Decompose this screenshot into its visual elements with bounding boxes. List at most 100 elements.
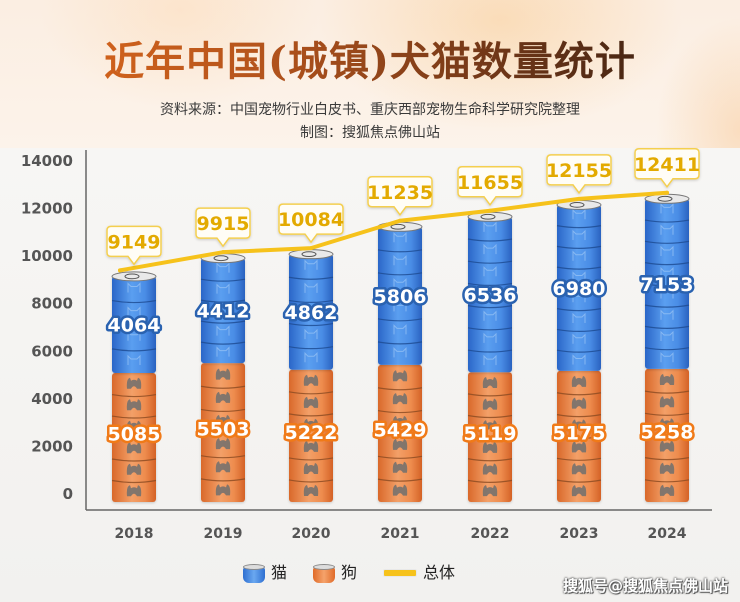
- can-rim: [111, 436, 157, 441]
- dog-face-icon: [303, 374, 319, 386]
- bar-dog-2024-body: [645, 368, 689, 502]
- callout-box: [457, 166, 523, 207]
- dog-face-icon: [303, 440, 319, 452]
- can-rim: [644, 325, 690, 329]
- cat-face-icon: [483, 310, 497, 321]
- can-pull-tab-2022: [480, 213, 496, 220]
- dog-face-icon: [571, 441, 587, 453]
- callout-box: [106, 225, 162, 266]
- dog-face-icon: [571, 397, 587, 409]
- can-rim: [644, 479, 690, 483]
- can-rim: [377, 432, 423, 437]
- cat-face-icon: [483, 221, 497, 232]
- cat-face-icon: [483, 354, 497, 366]
- dog-face-icon: [659, 396, 675, 408]
- dog-face-icon: [392, 461, 408, 473]
- cat-value-label: 5806: [374, 286, 427, 308]
- dog-face-icon: [126, 442, 142, 454]
- can-rim: [288, 346, 334, 350]
- total-callout-2023: 12155: [546, 154, 612, 195]
- can-rim: [111, 479, 157, 484]
- watermark: 搜狐号@搜狐焦点佛山站: [562, 577, 728, 595]
- bar-dog-2022-body: [468, 372, 512, 502]
- y-tick-label: 6000: [31, 342, 73, 360]
- dog-face-icon: [126, 463, 142, 475]
- can-rim: [467, 260, 513, 264]
- cat-face-icon: [483, 288, 497, 299]
- total-line-layer: [118, 190, 669, 273]
- can-rim: [556, 308, 602, 312]
- cat-face-icon: [393, 232, 407, 243]
- callout-box: [278, 203, 344, 244]
- can-rim: [288, 299, 334, 304]
- dog-face-icon: [303, 484, 319, 496]
- can-rim: [467, 282, 513, 287]
- can-rim: [111, 458, 157, 462]
- cat-face-icon: [572, 312, 586, 324]
- can-rim: [556, 266, 602, 270]
- dog-value-label: 5258: [641, 421, 694, 443]
- bar-dog-2018-body: [112, 373, 156, 502]
- can-rim: [288, 391, 334, 395]
- cat-face-icon: [572, 354, 586, 365]
- total-value-label: 9915: [197, 213, 250, 235]
- y-tick-label: 4000: [31, 390, 73, 408]
- dog-face-icon: [392, 484, 408, 496]
- cat-face-icon: [216, 283, 230, 294]
- cat-face-icon: [127, 306, 141, 317]
- dog-face-icon: [482, 441, 498, 453]
- cat-face-icon: [572, 209, 586, 220]
- can-rim: [200, 299, 246, 303]
- cat-face-icon: [660, 203, 674, 214]
- y-tick-label: 0: [63, 485, 73, 503]
- can-rim: [377, 249, 423, 253]
- can-rim: [556, 479, 602, 483]
- y-tick-label: 8000: [31, 295, 73, 313]
- total-point: [221, 250, 225, 255]
- dog-face-icon: [126, 485, 142, 497]
- total-point: [398, 218, 402, 223]
- cat-face-icon: [127, 354, 141, 365]
- can-rim: [288, 457, 334, 461]
- dog-face-icon: [126, 399, 142, 411]
- total-value-label: 9149: [108, 231, 161, 253]
- cat-face-icon: [660, 267, 674, 278]
- total-value-label: 10084: [278, 209, 344, 231]
- can-rim: [556, 245, 602, 249]
- can-rim: [467, 393, 513, 397]
- total-value-label: 11655: [457, 172, 523, 194]
- cat-face-icon: [304, 305, 318, 316]
- cat-face-icon: [660, 352, 674, 363]
- can-rim: [467, 414, 513, 419]
- cat-face-icon: [127, 282, 141, 293]
- cat-value-label: 4412: [197, 301, 250, 323]
- bar-cat-2018-body: [112, 276, 156, 374]
- can-pull-tab-2024: [657, 195, 673, 202]
- cat-face-icon: [304, 259, 318, 270]
- dog-face-icon: [215, 461, 231, 473]
- total-callout-2024: 12411: [634, 148, 700, 189]
- can-rim: [288, 276, 334, 280]
- dog-face-icon: [126, 420, 142, 432]
- can-rim: [467, 305, 513, 309]
- total-value-label: 12411: [634, 154, 700, 176]
- can-rim: [288, 435, 334, 439]
- dog-face-icon: [482, 398, 498, 410]
- can-rim: [377, 341, 423, 345]
- x-tick-label: 2018: [115, 526, 154, 542]
- total-point: [488, 208, 492, 213]
- can-rim: [467, 238, 513, 242]
- can-rim: [467, 436, 513, 440]
- dog-face-icon: [659, 440, 675, 452]
- can-rim: [556, 435, 602, 440]
- cat-face-icon: [572, 333, 586, 344]
- dog-face-icon: [303, 418, 319, 430]
- bar-cat-2023-body: [557, 204, 601, 371]
- can-pull-tab-2021: [390, 223, 406, 230]
- cat-value-label: 4064: [108, 315, 161, 337]
- dog-face-icon: [482, 463, 498, 475]
- can-rim: [111, 299, 157, 304]
- cat-face-icon: [660, 224, 674, 235]
- dog-value-label: 5503: [197, 419, 250, 441]
- can-rim: [644, 304, 690, 308]
